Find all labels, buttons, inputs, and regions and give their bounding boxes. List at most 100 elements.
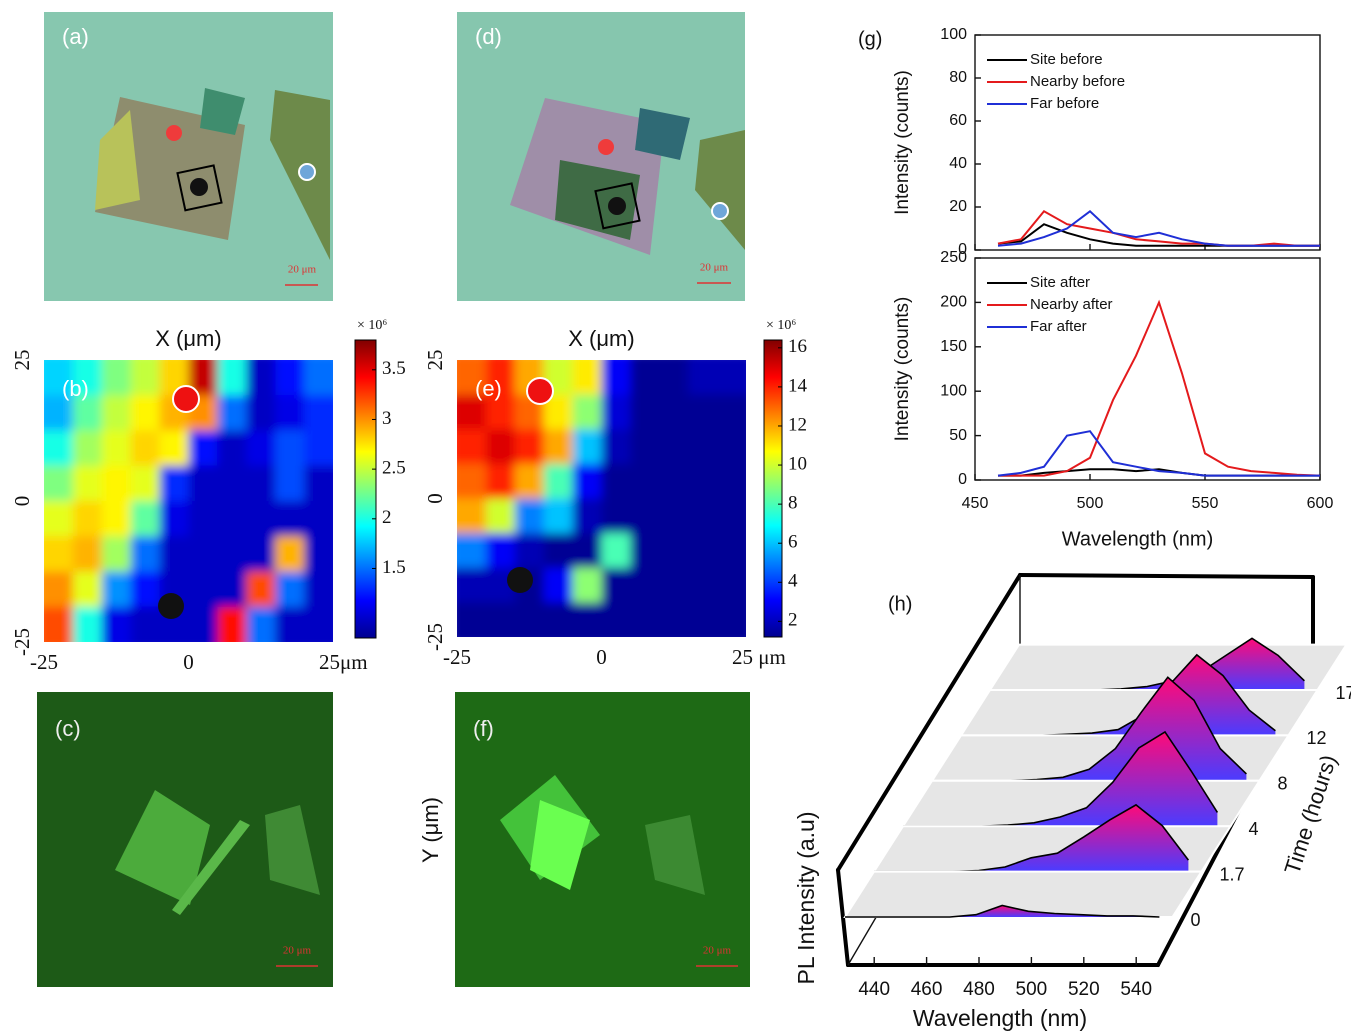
y-tick-label: 0 [10, 496, 34, 507]
time-label: 0 [1191, 910, 1201, 930]
heat-cell [572, 463, 603, 500]
heat-cell [130, 465, 161, 502]
heat-cell [688, 463, 719, 500]
legend-label: Far after [1030, 318, 1087, 335]
map-title: X (μm) [155, 326, 221, 351]
heat-cell [601, 360, 632, 396]
y-tick-label: 100 [940, 382, 967, 399]
heat-cell [217, 465, 248, 502]
colorbar-tick-label: 14 [788, 375, 808, 396]
heat-cell [217, 501, 248, 538]
heat-cell [101, 571, 132, 608]
x-tick-label: 450 [962, 495, 989, 512]
heat-cell [572, 567, 603, 604]
heat-cell [275, 571, 306, 608]
spectrum-line [997, 210, 1320, 247]
x-tick-label: 500 [1016, 979, 1048, 1000]
heat-cell [304, 430, 333, 467]
time-label: 4 [1249, 819, 1259, 839]
scale-bar-label: 20 μm [283, 945, 312, 957]
x-tick-label: 550 [1192, 495, 1219, 512]
heat-cell [44, 360, 74, 397]
panel-label: (b) [62, 376, 89, 401]
colorbar-tick-label: 1.5 [382, 557, 406, 578]
legend-label: Nearby after [1030, 296, 1113, 313]
heat-cell [543, 567, 574, 604]
x-tick-label: -25 [30, 650, 58, 674]
heat-cell [485, 394, 516, 431]
heat-cell [217, 430, 248, 467]
marker-dot [507, 567, 533, 593]
x-tick-label: -25 [443, 645, 471, 669]
heat-cell [457, 567, 487, 604]
colorbar-tick-label: 12 [788, 414, 807, 435]
legend-label: Far before [1030, 95, 1099, 112]
heat-cell [601, 463, 632, 500]
heat-cell [304, 501, 333, 538]
heat-cell [717, 567, 746, 604]
colorbar-tick-label: 4 [788, 571, 798, 592]
heat-cell [659, 429, 690, 465]
y-tick-label: -25 [10, 628, 34, 656]
heat-cell [101, 430, 132, 467]
colorbar-tick-label: 2.5 [382, 457, 406, 478]
heat-cell [72, 430, 103, 467]
heat-cell [485, 498, 516, 535]
heat-cell [688, 567, 719, 604]
heat-cell [688, 394, 719, 431]
heat-cell [630, 533, 661, 569]
heat-cell [485, 533, 516, 569]
heat-cell [630, 360, 661, 396]
x-axis-label: Wavelength (nm) [913, 1005, 1087, 1031]
heat-cell [543, 463, 574, 500]
panel-label: (a) [62, 24, 89, 49]
scale-bar-label: 20 μm [703, 945, 732, 957]
heat-cell [159, 465, 190, 502]
heat-cell [275, 360, 306, 397]
heat-cell [188, 571, 219, 608]
heat-cell [601, 533, 632, 569]
heat-cell [275, 501, 306, 538]
x-tick-label: 520 [1068, 979, 1100, 1000]
x-tick-label: 460 [911, 979, 943, 1000]
panel-label: (e) [475, 376, 502, 401]
heat-cell [659, 463, 690, 500]
x-tick-label: 0 [183, 650, 194, 674]
heat-cell [601, 394, 632, 431]
colorbar-tick-label: 16 [788, 336, 807, 357]
heat-cell [217, 606, 248, 642]
heat-cell [275, 536, 306, 573]
heat-cell [217, 395, 248, 432]
heat-cell [688, 360, 719, 396]
heat-cell [72, 606, 103, 642]
image-a [44, 12, 333, 301]
y-tick-label: 0 [423, 493, 447, 504]
heat-cell [485, 602, 516, 637]
heat-cell [101, 536, 132, 573]
spectrum-line [845, 904, 1160, 918]
heat-cell [72, 571, 103, 608]
panel-label: (d) [475, 24, 502, 49]
y-tick-label: 150 [940, 338, 967, 355]
heat-cell [44, 606, 74, 642]
y-axis-label: Y (μm) [418, 797, 443, 863]
colorbar [763, 339, 783, 638]
heat-cell [44, 465, 74, 502]
y-tick-label: 25 [10, 350, 34, 371]
time-label: 12 [1307, 728, 1327, 748]
y-tick-label: 20 [949, 198, 967, 215]
heat-cell [630, 498, 661, 535]
panel-label: (g) [858, 28, 882, 50]
heat-cell [688, 533, 719, 569]
heat-cell [101, 360, 132, 397]
x-axis-label: Wavelength (nm) [1062, 528, 1214, 550]
plot-frame [974, 34, 1321, 251]
heat-cell [246, 360, 277, 397]
heatmap [457, 360, 746, 637]
heat-cell [159, 536, 190, 573]
x-tick-label: 0 [596, 645, 607, 669]
heat-cell [659, 533, 690, 569]
heat-cell [601, 498, 632, 535]
heat-cell [457, 602, 487, 637]
heat-cell [514, 533, 545, 569]
